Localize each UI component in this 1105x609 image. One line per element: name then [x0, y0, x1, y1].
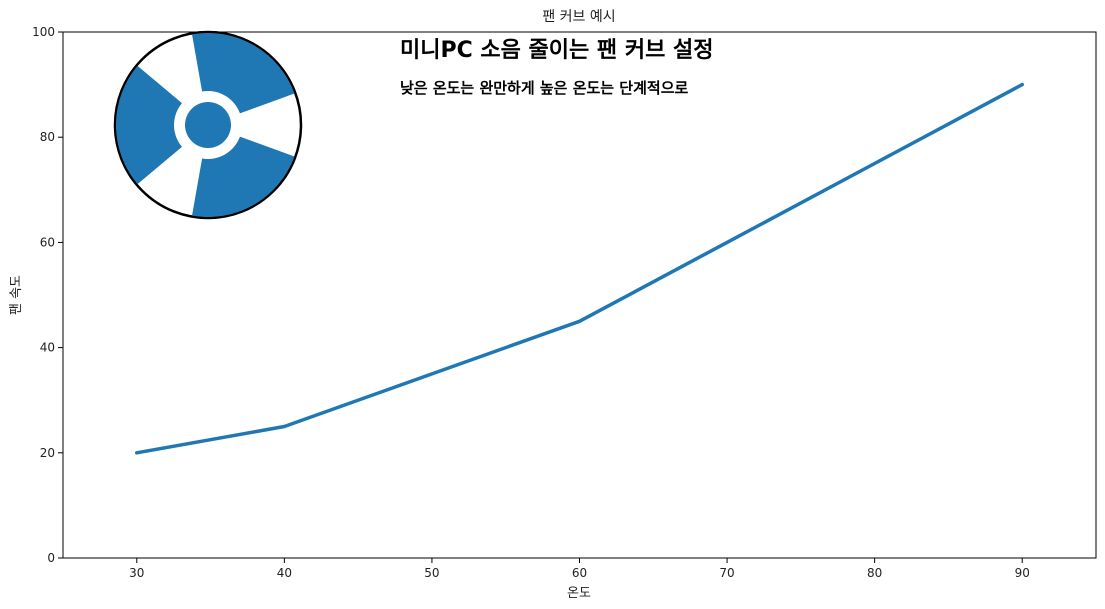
y-tick-label: 40 [40, 341, 55, 355]
fan-blade [116, 65, 187, 185]
x-axis: 30 40 50 60 70 80 90 [129, 558, 1030, 580]
x-tick-label: 90 [1015, 566, 1030, 580]
annotation-sub: 낮은 온도는 완만하게 높은 온도는 단계적으로 [400, 79, 689, 97]
x-tick-label: 50 [424, 566, 439, 580]
series-layer [135, 82, 1024, 455]
y-tick-label: 0 [47, 551, 55, 565]
x-tick-label: 60 [572, 566, 587, 580]
y-tick-label: 100 [32, 25, 55, 39]
x-tick-label: 70 [719, 566, 734, 580]
y-tick-label: 80 [40, 130, 55, 144]
x-axis-label: 온도 [567, 586, 591, 601]
x-tick-label: 30 [129, 566, 144, 580]
y-axis: 0 20 40 60 80 100 [32, 25, 63, 565]
fan-icon [113, 30, 303, 220]
y-tick-label: 20 [40, 446, 55, 460]
annotation-main: 미니PC 소음 줄이는 팬 커브 설정 [400, 38, 713, 63]
y-axis-label: 팬 속도 [9, 275, 24, 315]
x-tick-label: 40 [277, 566, 292, 580]
x-tick-label: 80 [867, 566, 882, 580]
y-tick-label: 60 [40, 235, 55, 249]
chart-title: 팬 커브 예시 [542, 9, 615, 25]
